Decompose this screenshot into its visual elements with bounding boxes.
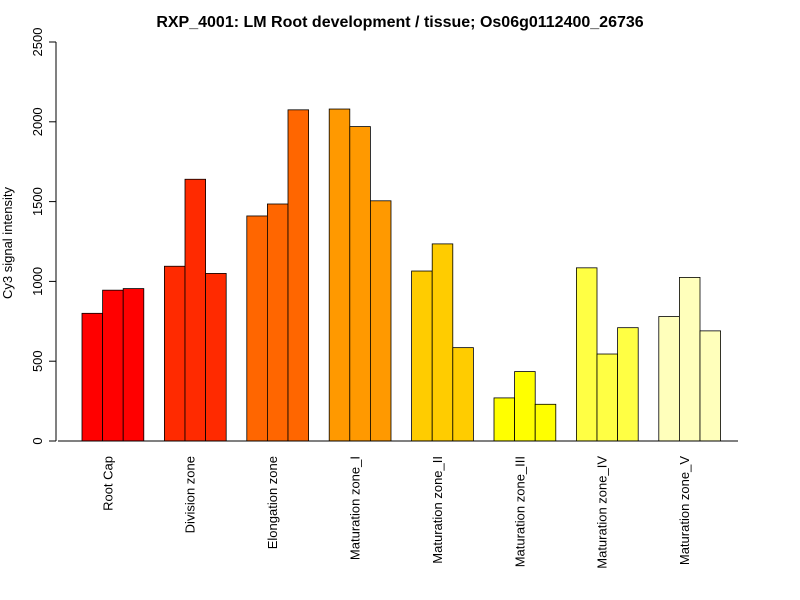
category-label: Maturation zone_III <box>512 456 527 567</box>
y-tick-label: 500 <box>30 350 45 372</box>
category-label: Maturation zone_V <box>677 456 692 565</box>
y-axis: 0 500 1000 1500 2000 2500 <box>30 28 57 445</box>
category-label: Maturation zone_I <box>348 456 363 560</box>
bar <box>431 243 454 442</box>
category-label: Maturation zone_IV <box>595 456 610 569</box>
category-label: Root Cap <box>100 456 115 511</box>
bar <box>679 277 701 442</box>
bar <box>349 126 371 442</box>
y-tick-label: 1500 <box>30 187 45 216</box>
bar <box>369 200 392 442</box>
bar <box>287 109 310 442</box>
bar <box>205 273 227 442</box>
bar <box>328 108 351 442</box>
bar <box>576 267 598 442</box>
bar <box>184 178 207 442</box>
y-tick-label: 1000 <box>30 267 45 296</box>
bar <box>246 215 268 442</box>
chart-title: RXP_4001: LM Root development / tissue; … <box>156 14 643 31</box>
bar <box>122 288 145 442</box>
bar <box>102 289 124 442</box>
y-tick-label: 2000 <box>30 107 45 136</box>
bar <box>514 371 536 442</box>
bar <box>534 403 557 442</box>
bar <box>452 347 474 442</box>
category-label: Division zone <box>183 456 198 533</box>
bars <box>81 108 722 442</box>
bar <box>411 270 433 442</box>
bar <box>266 203 289 442</box>
category-label: Elongation zone <box>265 456 280 549</box>
bar <box>81 312 104 442</box>
bar <box>699 330 722 442</box>
category-labels: Root Cap Division zone Elongation zone Matu… <box>100 456 692 569</box>
bar <box>658 316 680 442</box>
category-label: Maturation zone_II <box>430 456 445 564</box>
y-tick-label: 2500 <box>30 28 45 57</box>
y-tick-label: 0 <box>30 437 45 444</box>
bar <box>163 265 186 442</box>
bar <box>596 353 619 442</box>
y-axis-label: Cy3 signal intensity <box>0 187 15 299</box>
bar <box>493 397 516 442</box>
bar <box>617 327 639 442</box>
